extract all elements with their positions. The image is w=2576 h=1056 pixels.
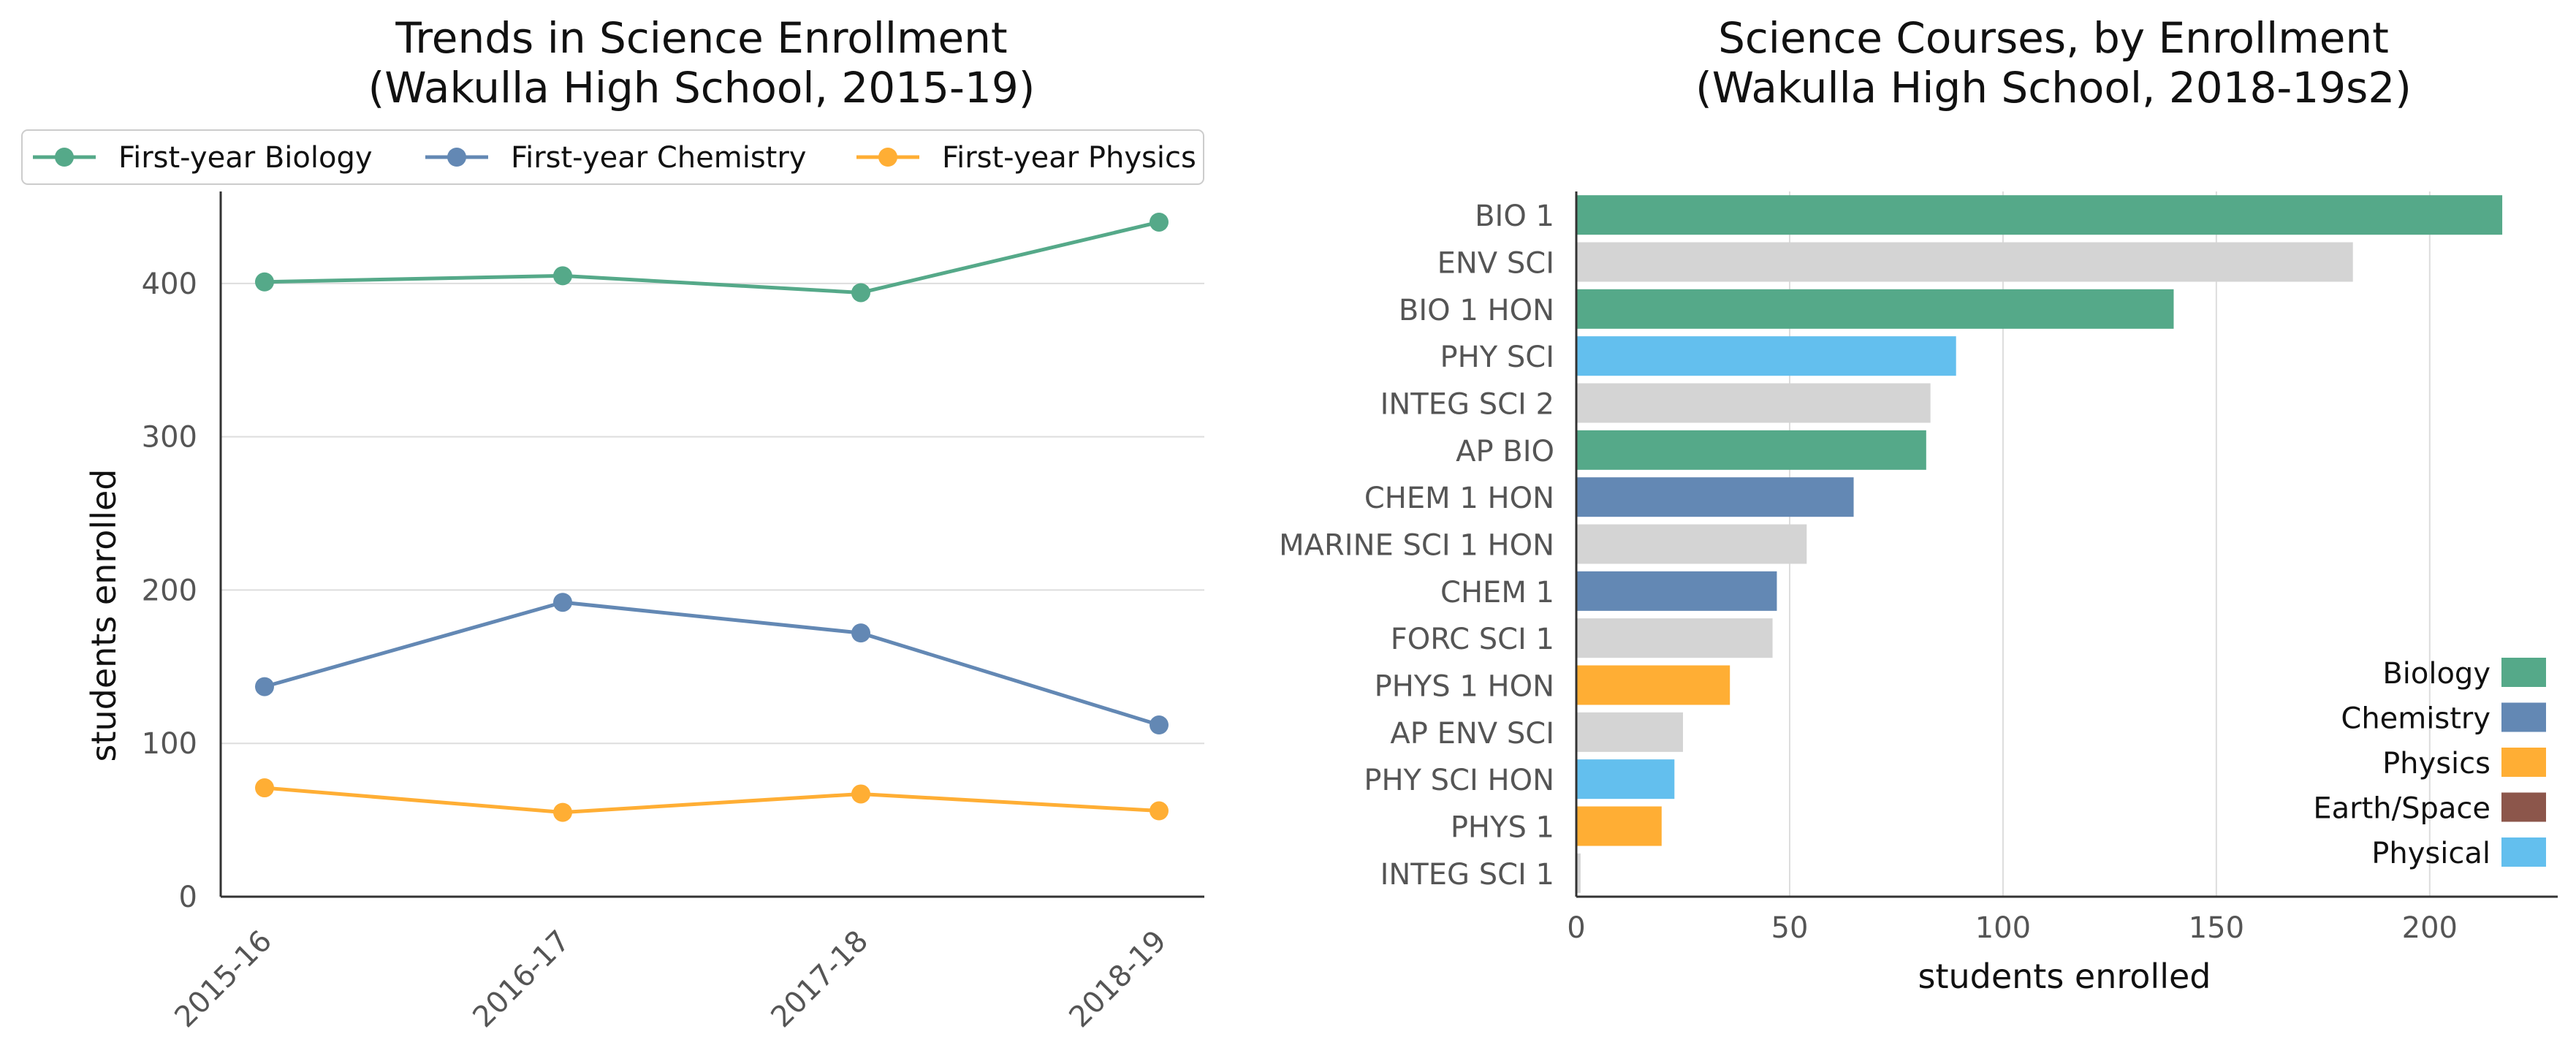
bar <box>1576 430 1926 470</box>
legend-swatch <box>2501 748 2546 777</box>
line-chart: Trends in Science Enrollment (Wakulla Hi… <box>21 13 1204 1035</box>
bar-chart: Science Courses, by Enrollment (Wakulla … <box>1279 13 2558 996</box>
bar-chart-category-labels: BIO 1 ENV SCI BIO 1 HON PHY SCI INTEG SCI 2 A… <box>1279 200 1554 892</box>
bar <box>1576 571 1777 611</box>
legend-swatch <box>2501 702 2546 732</box>
line-chart-subtitle: (Wakulla High School, 2015-19) <box>368 63 1036 113</box>
line-chart-legend: First-year Biology First-year Chemistry Fi… <box>21 129 1204 185</box>
legend-label: Physics <box>2382 747 2490 780</box>
bar <box>1576 195 2503 235</box>
category-label: FORC SCI 1 <box>1391 623 1554 656</box>
category-label: ENV SCI <box>1437 247 1554 281</box>
category-label: BIO 1 <box>1475 200 1554 233</box>
legend-marker <box>878 148 897 167</box>
legend-label: Chemistry <box>2341 702 2490 736</box>
bar <box>1576 289 2174 329</box>
bar-chart-x-ticks: 0 50 100 150 200 <box>1567 911 2458 945</box>
data-point <box>851 784 870 804</box>
bar-chart-axes <box>1575 191 2558 898</box>
legend-swatch <box>2501 792 2546 822</box>
category-label: AP BIO <box>1456 435 1554 468</box>
category-label: CHEM 1 <box>1440 576 1554 609</box>
legend-label: Physical <box>2371 837 2490 870</box>
category-label: INTEG SCI 2 <box>1380 388 1554 422</box>
data-point <box>1150 212 1169 232</box>
category-label: PHY SCI HON <box>1364 764 1554 797</box>
series-line <box>264 600 1160 727</box>
data-point <box>553 266 572 286</box>
bar <box>1576 759 1675 799</box>
series-line <box>264 220 1160 295</box>
data-point <box>1150 801 1169 821</box>
bar-chart-legend: Biology Chemistry Physics Earth/Space Physic… <box>2313 657 2546 870</box>
legend-frame <box>21 129 1204 185</box>
bar <box>1576 242 2353 282</box>
series-line <box>264 786 1160 815</box>
bar <box>1576 806 1662 846</box>
legend-label: First-year Biology <box>118 141 373 175</box>
bar <box>1576 665 1730 705</box>
bar-chart-title: Science Courses, by Enrollment <box>1718 13 2389 63</box>
data-point <box>255 272 274 292</box>
bar <box>1576 477 1854 517</box>
category-label: BIO 1 HON <box>1399 294 1554 327</box>
legend-label: First-year Chemistry <box>511 141 806 175</box>
line-chart-title: Trends in Science Enrollment <box>395 13 1007 63</box>
y-tick-label: 200 <box>142 574 197 607</box>
bar-chart-x-axis-label: students enrolled <box>1918 957 2211 996</box>
x-tick-label: 200 <box>2402 911 2458 945</box>
x-tick-label: 150 <box>2189 911 2244 945</box>
x-tick-label: 2016-17 <box>466 924 577 1035</box>
legend-marker <box>447 148 466 167</box>
data-point <box>1150 715 1169 735</box>
x-tick-label: 100 <box>1975 911 2031 945</box>
bar <box>1576 336 1956 376</box>
legend-label: Earth/Space <box>2313 792 2490 826</box>
line-chart-y-ticks: 0 100 200 300 400 <box>142 267 197 914</box>
line-chart-grid <box>221 282 1204 745</box>
bar <box>1576 853 1581 893</box>
category-label: PHYS 1 HON <box>1375 670 1554 704</box>
legend-swatch <box>2501 658 2546 687</box>
bar <box>1576 383 1931 423</box>
data-point <box>553 802 572 822</box>
data-point <box>255 778 274 798</box>
category-label: MARINE SCI 1 HON <box>1279 529 1554 563</box>
x-tick-label: 2017-18 <box>764 924 875 1035</box>
category-label: PHY SCI <box>1440 341 1554 374</box>
y-tick-label: 0 <box>179 881 197 914</box>
line-chart-series <box>255 212 1169 822</box>
x-tick-label: 2018-19 <box>1063 924 1173 1035</box>
category-label: AP ENV SCI <box>1390 717 1554 751</box>
line-chart-axes <box>219 191 1204 898</box>
line-chart-x-ticks: 2015-16 2016-17 2017-18 2018-19 <box>168 924 1173 1035</box>
category-label: PHYS 1 <box>1451 811 1554 845</box>
y-tick-label: 300 <box>142 421 197 455</box>
bar-chart-subtitle: (Wakulla High School, 2018-19s2) <box>1695 63 2412 113</box>
y-tick-label: 400 <box>142 267 197 301</box>
x-tick-label: 2015-16 <box>168 924 278 1035</box>
bar <box>1576 524 1807 564</box>
data-point <box>553 593 572 612</box>
data-point <box>851 623 870 643</box>
legend-swatch <box>2501 837 2546 867</box>
y-tick-label: 100 <box>142 727 197 761</box>
data-point <box>851 283 870 303</box>
x-tick-label: 0 <box>1567 911 1585 945</box>
legend-label: First-year Physics <box>942 141 1196 175</box>
bar <box>1576 712 1683 752</box>
category-label: INTEG SCI 1 <box>1380 858 1554 892</box>
bar-chart-bars <box>1576 195 2503 893</box>
bar <box>1576 618 1773 658</box>
legend-marker <box>55 148 74 167</box>
line-chart-y-axis-label: students enrolled <box>84 469 124 762</box>
x-tick-label: 50 <box>1771 911 1809 945</box>
data-point <box>255 677 274 696</box>
legend-label: Biology <box>2382 657 2490 691</box>
category-label: CHEM 1 HON <box>1364 482 1554 515</box>
